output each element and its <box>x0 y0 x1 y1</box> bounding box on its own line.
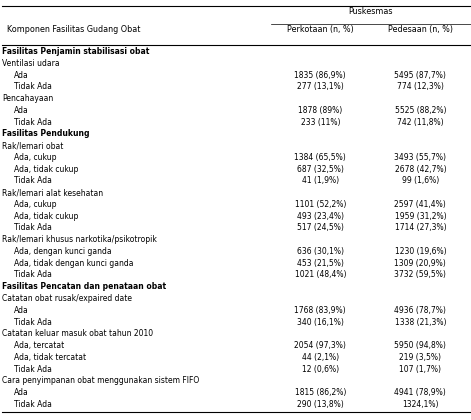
Text: Fasilitas Pendukung: Fasilitas Pendukung <box>2 129 90 138</box>
Text: Ada, tidak cukup: Ada, tidak cukup <box>14 165 79 173</box>
Text: 2597 (41,4%): 2597 (41,4%) <box>395 200 446 209</box>
Text: Perkotaan (n, %): Perkotaan (n, %) <box>287 25 354 34</box>
Text: 1101 (52,2%): 1101 (52,2%) <box>294 200 346 209</box>
Text: 1230 (19,6%): 1230 (19,6%) <box>395 247 446 256</box>
Text: Tidak Ada: Tidak Ada <box>14 365 52 373</box>
Text: Rak/lemari alat kesehatan: Rak/lemari alat kesehatan <box>2 188 104 197</box>
Text: 4941 (78,9%): 4941 (78,9%) <box>395 388 446 397</box>
Text: Catatan obat rusak/expaired date: Catatan obat rusak/expaired date <box>2 294 132 303</box>
Text: 3493 (55,7%): 3493 (55,7%) <box>394 153 447 162</box>
Text: 233 (11%): 233 (11%) <box>300 118 340 126</box>
Text: Ada, cukup: Ada, cukup <box>14 153 57 162</box>
Text: 517 (24,5%): 517 (24,5%) <box>297 223 344 232</box>
Text: Tidak Ada: Tidak Ada <box>14 223 52 232</box>
Text: 290 (13,8%): 290 (13,8%) <box>297 400 344 409</box>
Text: 4936 (78,7%): 4936 (78,7%) <box>394 306 447 315</box>
Text: Ada, tidak dengan kunci ganda: Ada, tidak dengan kunci ganda <box>14 259 134 268</box>
Text: 340 (16,1%): 340 (16,1%) <box>297 318 344 326</box>
Text: Pedesaan (n, %): Pedesaan (n, %) <box>388 25 453 34</box>
Text: Ada, tidak tercatat: Ada, tidak tercatat <box>14 353 86 362</box>
Text: Tidak Ada: Tidak Ada <box>14 82 52 91</box>
Text: 1021 (48,4%): 1021 (48,4%) <box>294 270 346 279</box>
Text: 2054 (97,3%): 2054 (97,3%) <box>294 341 346 350</box>
Text: Tidak Ada: Tidak Ada <box>14 400 52 409</box>
Text: 1714 (27,3%): 1714 (27,3%) <box>395 223 446 232</box>
Text: Pencahayaan: Pencahayaan <box>2 94 54 103</box>
Text: 5525 (88,2%): 5525 (88,2%) <box>395 106 446 115</box>
Text: 44 (2,1%): 44 (2,1%) <box>302 353 339 362</box>
Text: 2678 (42,7%): 2678 (42,7%) <box>395 165 446 173</box>
Text: Komponen Fasilitas Gudang Obat: Komponen Fasilitas Gudang Obat <box>7 25 140 34</box>
Text: Rak/lemari khusus narkotika/psikotropik: Rak/lemari khusus narkotika/psikotropik <box>2 235 157 244</box>
Text: 1384 (65,5%): 1384 (65,5%) <box>294 153 346 162</box>
Text: Catatan keluar masuk obat tahun 2010: Catatan keluar masuk obat tahun 2010 <box>2 329 154 338</box>
Text: 5950 (94,8%): 5950 (94,8%) <box>394 341 447 350</box>
Text: Tidak Ada: Tidak Ada <box>14 318 52 326</box>
Text: Ada, tidak cukup: Ada, tidak cukup <box>14 212 79 220</box>
Text: 1768 (83,9%): 1768 (83,9%) <box>294 306 346 315</box>
Text: 1878 (89%): 1878 (89%) <box>298 106 342 115</box>
Text: 1324,1%): 1324,1%) <box>402 400 439 409</box>
Text: 277 (13,1%): 277 (13,1%) <box>297 82 344 91</box>
Text: Tidak Ada: Tidak Ada <box>14 118 52 126</box>
Text: Ventilasi udara: Ventilasi udara <box>2 59 60 68</box>
Text: 219 (3,5%): 219 (3,5%) <box>399 353 441 362</box>
Text: Ada: Ada <box>14 306 29 315</box>
Text: Ada: Ada <box>14 388 29 397</box>
Text: 1835 (86,9%): 1835 (86,9%) <box>294 71 346 79</box>
Text: Tidak Ada: Tidak Ada <box>14 176 52 185</box>
Text: 636 (30,1%): 636 (30,1%) <box>297 247 344 256</box>
Text: 12 (0,6%): 12 (0,6%) <box>302 365 339 373</box>
Text: Tidak Ada: Tidak Ada <box>14 270 52 279</box>
Text: Cara penyimpanan obat menggunakan sistem FIFO: Cara penyimpanan obat menggunakan sistem… <box>2 376 200 385</box>
Text: 742 (11,8%): 742 (11,8%) <box>397 118 444 126</box>
Text: Ada, tercatat: Ada, tercatat <box>14 341 65 350</box>
Text: 453 (21,5%): 453 (21,5%) <box>297 259 344 268</box>
Text: 41 (1,9%): 41 (1,9%) <box>302 176 339 185</box>
Text: Ada, dengan kunci ganda: Ada, dengan kunci ganda <box>14 247 112 256</box>
Text: 1959 (31,2%): 1959 (31,2%) <box>395 212 446 220</box>
Text: 3732 (59,5%): 3732 (59,5%) <box>394 270 447 279</box>
Text: 99 (1,6%): 99 (1,6%) <box>402 176 439 185</box>
Text: 774 (12,3%): 774 (12,3%) <box>397 82 444 91</box>
Text: 1338 (21,3%): 1338 (21,3%) <box>395 318 446 326</box>
Text: 1815 (86,2%): 1815 (86,2%) <box>294 388 346 397</box>
Text: Ada: Ada <box>14 71 29 79</box>
Text: Fasilitas Pencatan dan penataan obat: Fasilitas Pencatan dan penataan obat <box>2 282 166 291</box>
Text: Rak/lemari obat: Rak/lemari obat <box>2 141 64 150</box>
Text: 493 (23,4%): 493 (23,4%) <box>297 212 344 220</box>
Text: 687 (32,5%): 687 (32,5%) <box>297 165 344 173</box>
Text: Ada, cukup: Ada, cukup <box>14 200 57 209</box>
Text: Puskesmas: Puskesmas <box>349 7 393 16</box>
Text: Fasilitas Penjamin stabilisasi obat: Fasilitas Penjamin stabilisasi obat <box>2 47 150 56</box>
Text: 1309 (20,9%): 1309 (20,9%) <box>395 259 446 268</box>
Text: Ada: Ada <box>14 106 29 115</box>
Text: 5495 (87,7%): 5495 (87,7%) <box>394 71 447 79</box>
Text: 107 (1,7%): 107 (1,7%) <box>399 365 441 373</box>
